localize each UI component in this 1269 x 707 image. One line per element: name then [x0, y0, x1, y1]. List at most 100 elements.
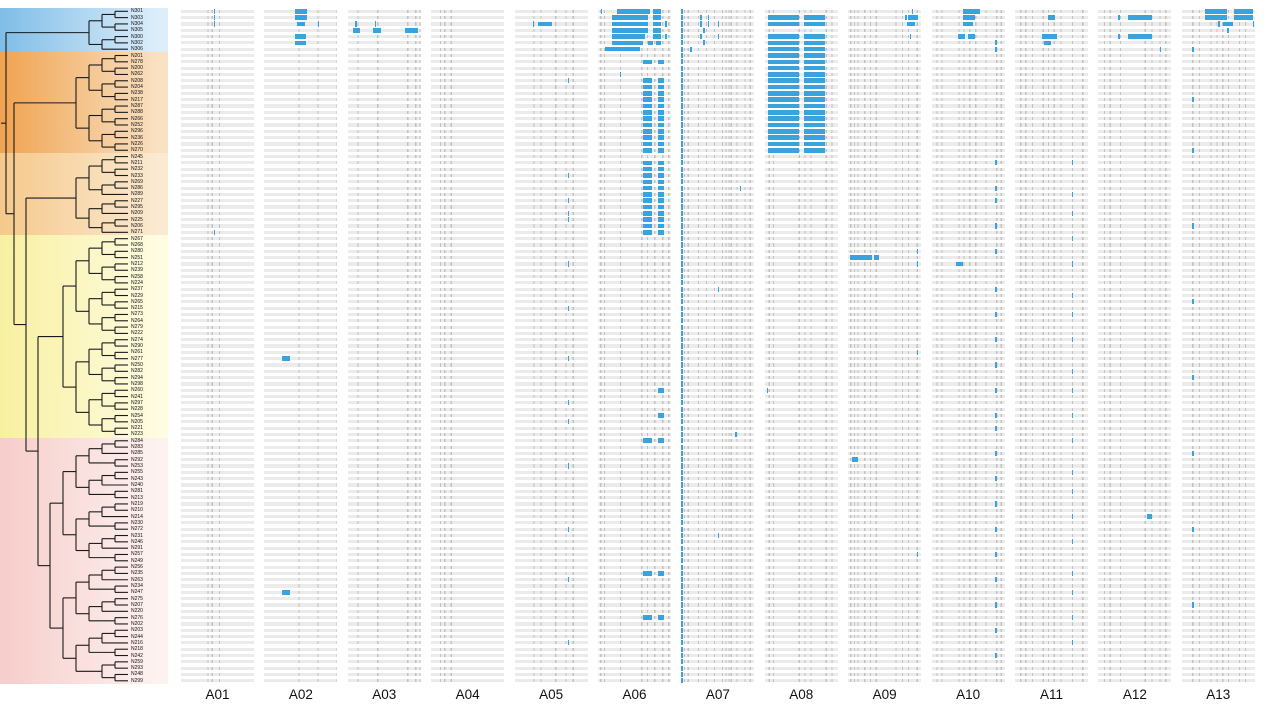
track-lane [1015, 672, 1088, 677]
track-lane [181, 186, 254, 190]
track-lane [181, 363, 254, 367]
highlight-mark [374, 21, 377, 27]
track-lane [931, 376, 1005, 380]
highlight-mark [681, 532, 683, 539]
track-lane [1098, 306, 1172, 310]
track-lane [514, 104, 588, 108]
track-lane [931, 230, 1005, 234]
track-lane [681, 249, 755, 253]
track-lane [764, 148, 838, 152]
track-lane [764, 117, 838, 121]
track-lane [931, 167, 1005, 171]
track-lane [1181, 502, 1255, 506]
track-lane [1015, 167, 1088, 171]
track-lane [431, 489, 505, 493]
track-lane [181, 262, 254, 266]
highlight-mark [657, 91, 664, 96]
track-lane [598, 376, 671, 380]
track-lane [1181, 451, 1255, 455]
track-lane [598, 66, 671, 70]
track-lane [431, 306, 505, 310]
track-lane [681, 546, 755, 550]
highlight-mark [700, 21, 702, 27]
track-lane [181, 312, 254, 317]
highlight-mark [681, 513, 683, 520]
leaf-label: N304 [131, 20, 143, 27]
track-lane [181, 237, 254, 241]
track-lane [1098, 237, 1172, 241]
track-lane [1015, 376, 1088, 380]
track-lane [848, 521, 922, 525]
track-lane [1015, 483, 1088, 487]
track-lane [1015, 180, 1088, 184]
highlight-mark [657, 179, 664, 185]
track-lane [1015, 274, 1088, 279]
track-lane [181, 230, 254, 234]
track-lane [347, 578, 421, 582]
track-lane [1015, 502, 1088, 506]
track-lane [598, 91, 671, 95]
track-lane [931, 53, 1005, 58]
track-lane [347, 363, 421, 367]
track-lane [1015, 60, 1088, 64]
track-lane [681, 66, 755, 70]
track-lane [598, 110, 671, 114]
track-lane [848, 306, 922, 310]
track-lane [181, 85, 254, 89]
track-lane [931, 287, 1005, 291]
track-lane [681, 104, 755, 108]
track-lane [347, 142, 421, 146]
track-lane [1098, 357, 1172, 361]
track-lane [431, 199, 505, 203]
track-lane [347, 312, 421, 317]
track-lane [681, 230, 755, 234]
track-lane [764, 540, 838, 544]
track-lane [1098, 167, 1172, 171]
track-lane [264, 249, 338, 253]
leaf-label: N221 [131, 425, 143, 432]
track-lane [1098, 464, 1172, 468]
highlight-mark [804, 84, 825, 90]
track-lane [431, 451, 505, 455]
track-lane [1098, 451, 1172, 455]
track-lane [848, 167, 922, 171]
track-lane [1015, 477, 1088, 481]
track-lane [931, 142, 1005, 146]
leaf-label: N249 [131, 557, 143, 564]
highlight-mark [681, 495, 683, 501]
track-lane [347, 432, 421, 437]
leaf-label: N218 [131, 646, 143, 653]
track-lane [681, 186, 755, 190]
track-lane [931, 445, 1005, 449]
panel-header-A03: A03 [372, 687, 397, 702]
track-lane [764, 527, 838, 531]
highlight-mark [657, 438, 664, 444]
track-lane [764, 666, 838, 670]
track-lane [347, 53, 421, 58]
track-lane [681, 470, 755, 474]
highlight-mark [1042, 34, 1057, 39]
track-lane [1098, 584, 1172, 588]
track-lane [347, 357, 421, 361]
track-lane [1181, 584, 1255, 588]
track-lane [598, 533, 671, 538]
track-lane [514, 552, 588, 557]
track-lane [848, 262, 922, 266]
highlight-mark [1071, 412, 1074, 419]
highlight-mark [281, 590, 290, 595]
highlight-mark [657, 129, 664, 134]
track-lane [931, 117, 1005, 121]
track-lane [1181, 148, 1255, 152]
leaf-label: N257 [131, 551, 143, 558]
track-lane [681, 117, 755, 121]
track-lane [598, 268, 671, 272]
track-lane [431, 590, 505, 594]
track-lane [764, 477, 838, 481]
track-lane [347, 369, 421, 373]
track-lane [431, 300, 505, 304]
leaf-label: N276 [131, 614, 143, 621]
track-lane [1015, 256, 1088, 260]
track-lane [598, 211, 671, 215]
track-lane [1181, 85, 1255, 89]
track-lane [1181, 256, 1255, 260]
